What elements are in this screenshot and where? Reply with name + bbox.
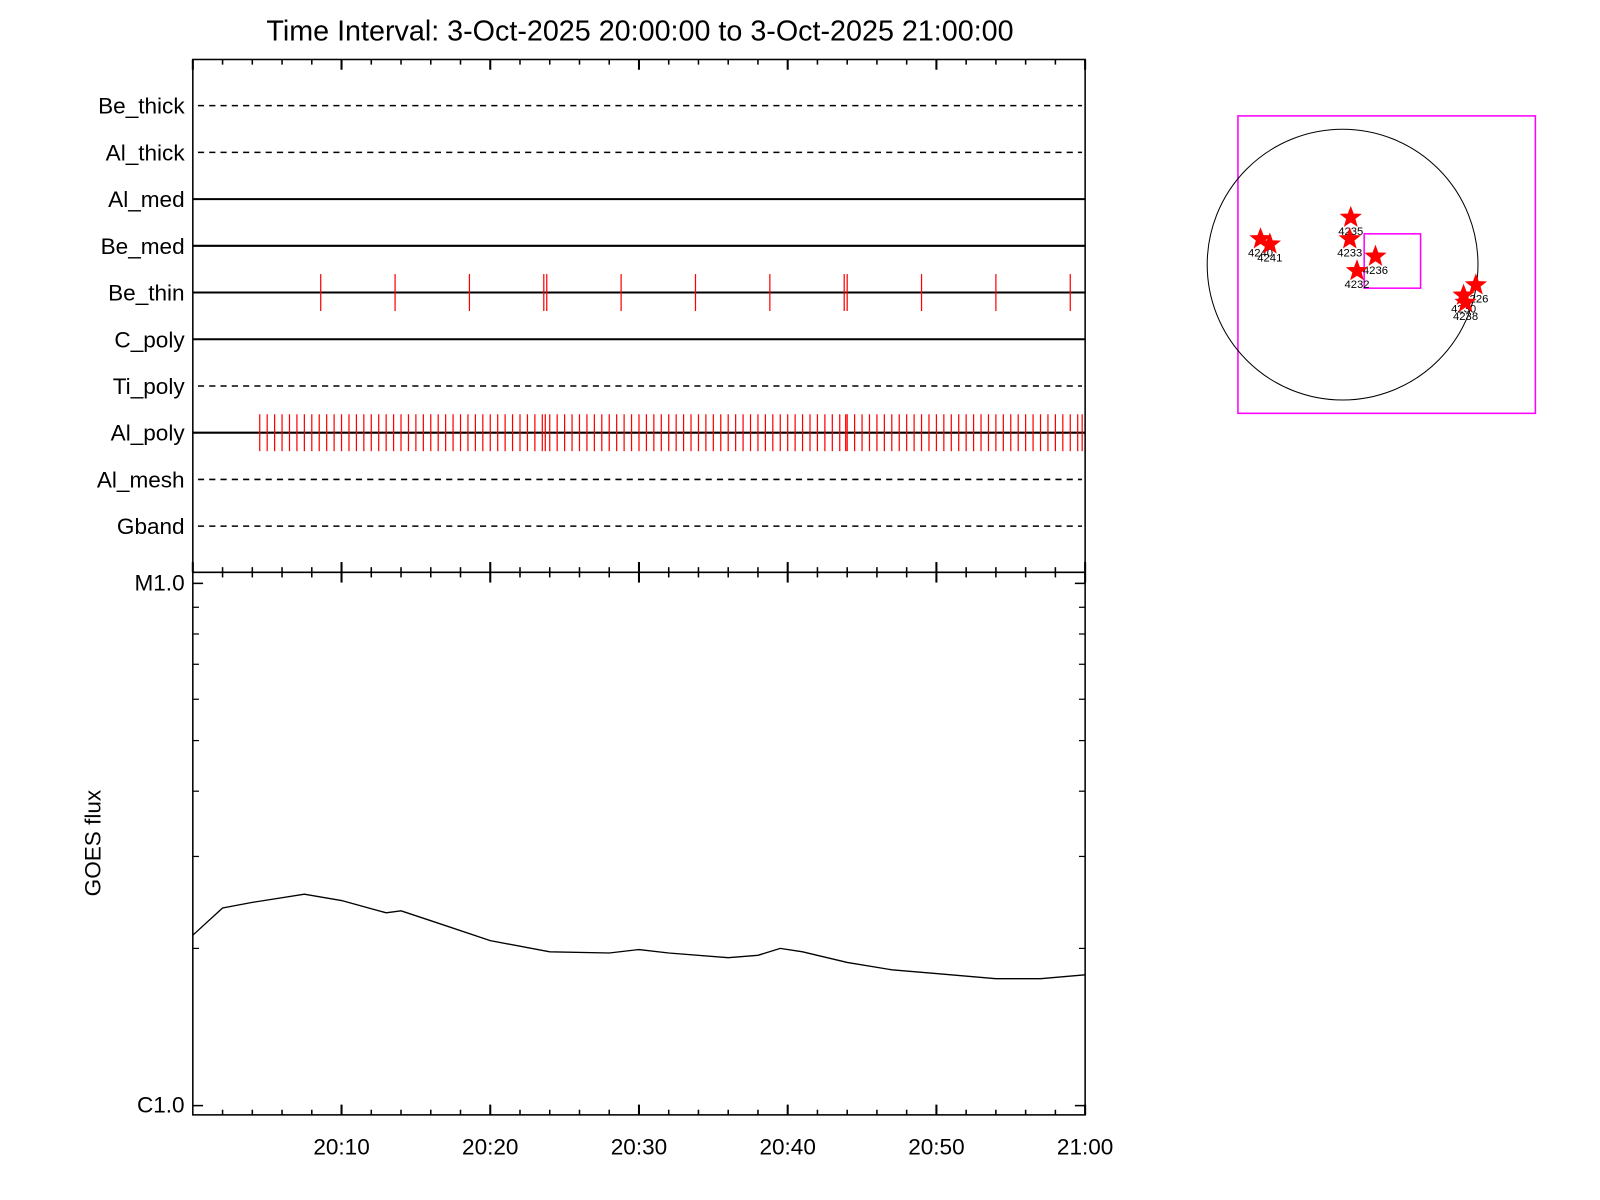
- filter-label: C_poly: [114, 327, 185, 352]
- field-of-view: [1237, 115, 1537, 415]
- filter-label: Be_med: [101, 234, 185, 259]
- region-star: [1454, 290, 1477, 313]
- goes-frame: [192, 571, 1086, 1116]
- region-label: 4233: [1337, 247, 1362, 259]
- x-tick-label: 20:10: [313, 1135, 369, 1160]
- y-tick-label: M1.0: [134, 570, 184, 595]
- filter-label: Al_thick: [106, 140, 186, 165]
- chart-title: Time Interval: 3-Oct-2025 20:00:00 to 3-…: [266, 15, 1013, 47]
- x-tick-label: 20:20: [462, 1135, 518, 1160]
- x-tick-label: 20:40: [759, 1135, 815, 1160]
- x-tick-label: 20:30: [611, 1135, 667, 1160]
- region-label: 4236: [1363, 265, 1388, 277]
- filter-label: Gband: [117, 514, 185, 539]
- filter-label: Be_thin: [108, 281, 184, 306]
- region-star: [1464, 273, 1488, 295]
- x-tick-label: 21:00: [1057, 1135, 1113, 1160]
- region-label: 4241: [1257, 252, 1282, 264]
- x-tick-label: 20:50: [908, 1135, 964, 1160]
- xrt-fov: [1363, 233, 1422, 289]
- region-star: [1258, 232, 1281, 254]
- filter-label: Al_poly: [111, 421, 186, 446]
- y-tick-label: C1.0: [137, 1093, 185, 1118]
- filter-label: Ti_poly: [113, 374, 186, 399]
- region-star: [1249, 227, 1272, 249]
- region-star: [1339, 205, 1362, 227]
- region-star: [1364, 244, 1387, 266]
- filter-label: Be_thick: [98, 94, 185, 119]
- region-label: 4238: [1453, 311, 1478, 323]
- y-axis-label: GOES flux: [80, 789, 105, 896]
- goes-curve: [192, 893, 1086, 980]
- filter-label: Al_mesh: [97, 467, 185, 492]
- region-label: 4232: [1344, 279, 1369, 291]
- solar-limb: [1206, 128, 1479, 401]
- timeline-frame: [192, 58, 1086, 574]
- region-star: [1338, 227, 1361, 249]
- region-star: [1345, 259, 1369, 281]
- filter-label: Al_med: [108, 187, 184, 212]
